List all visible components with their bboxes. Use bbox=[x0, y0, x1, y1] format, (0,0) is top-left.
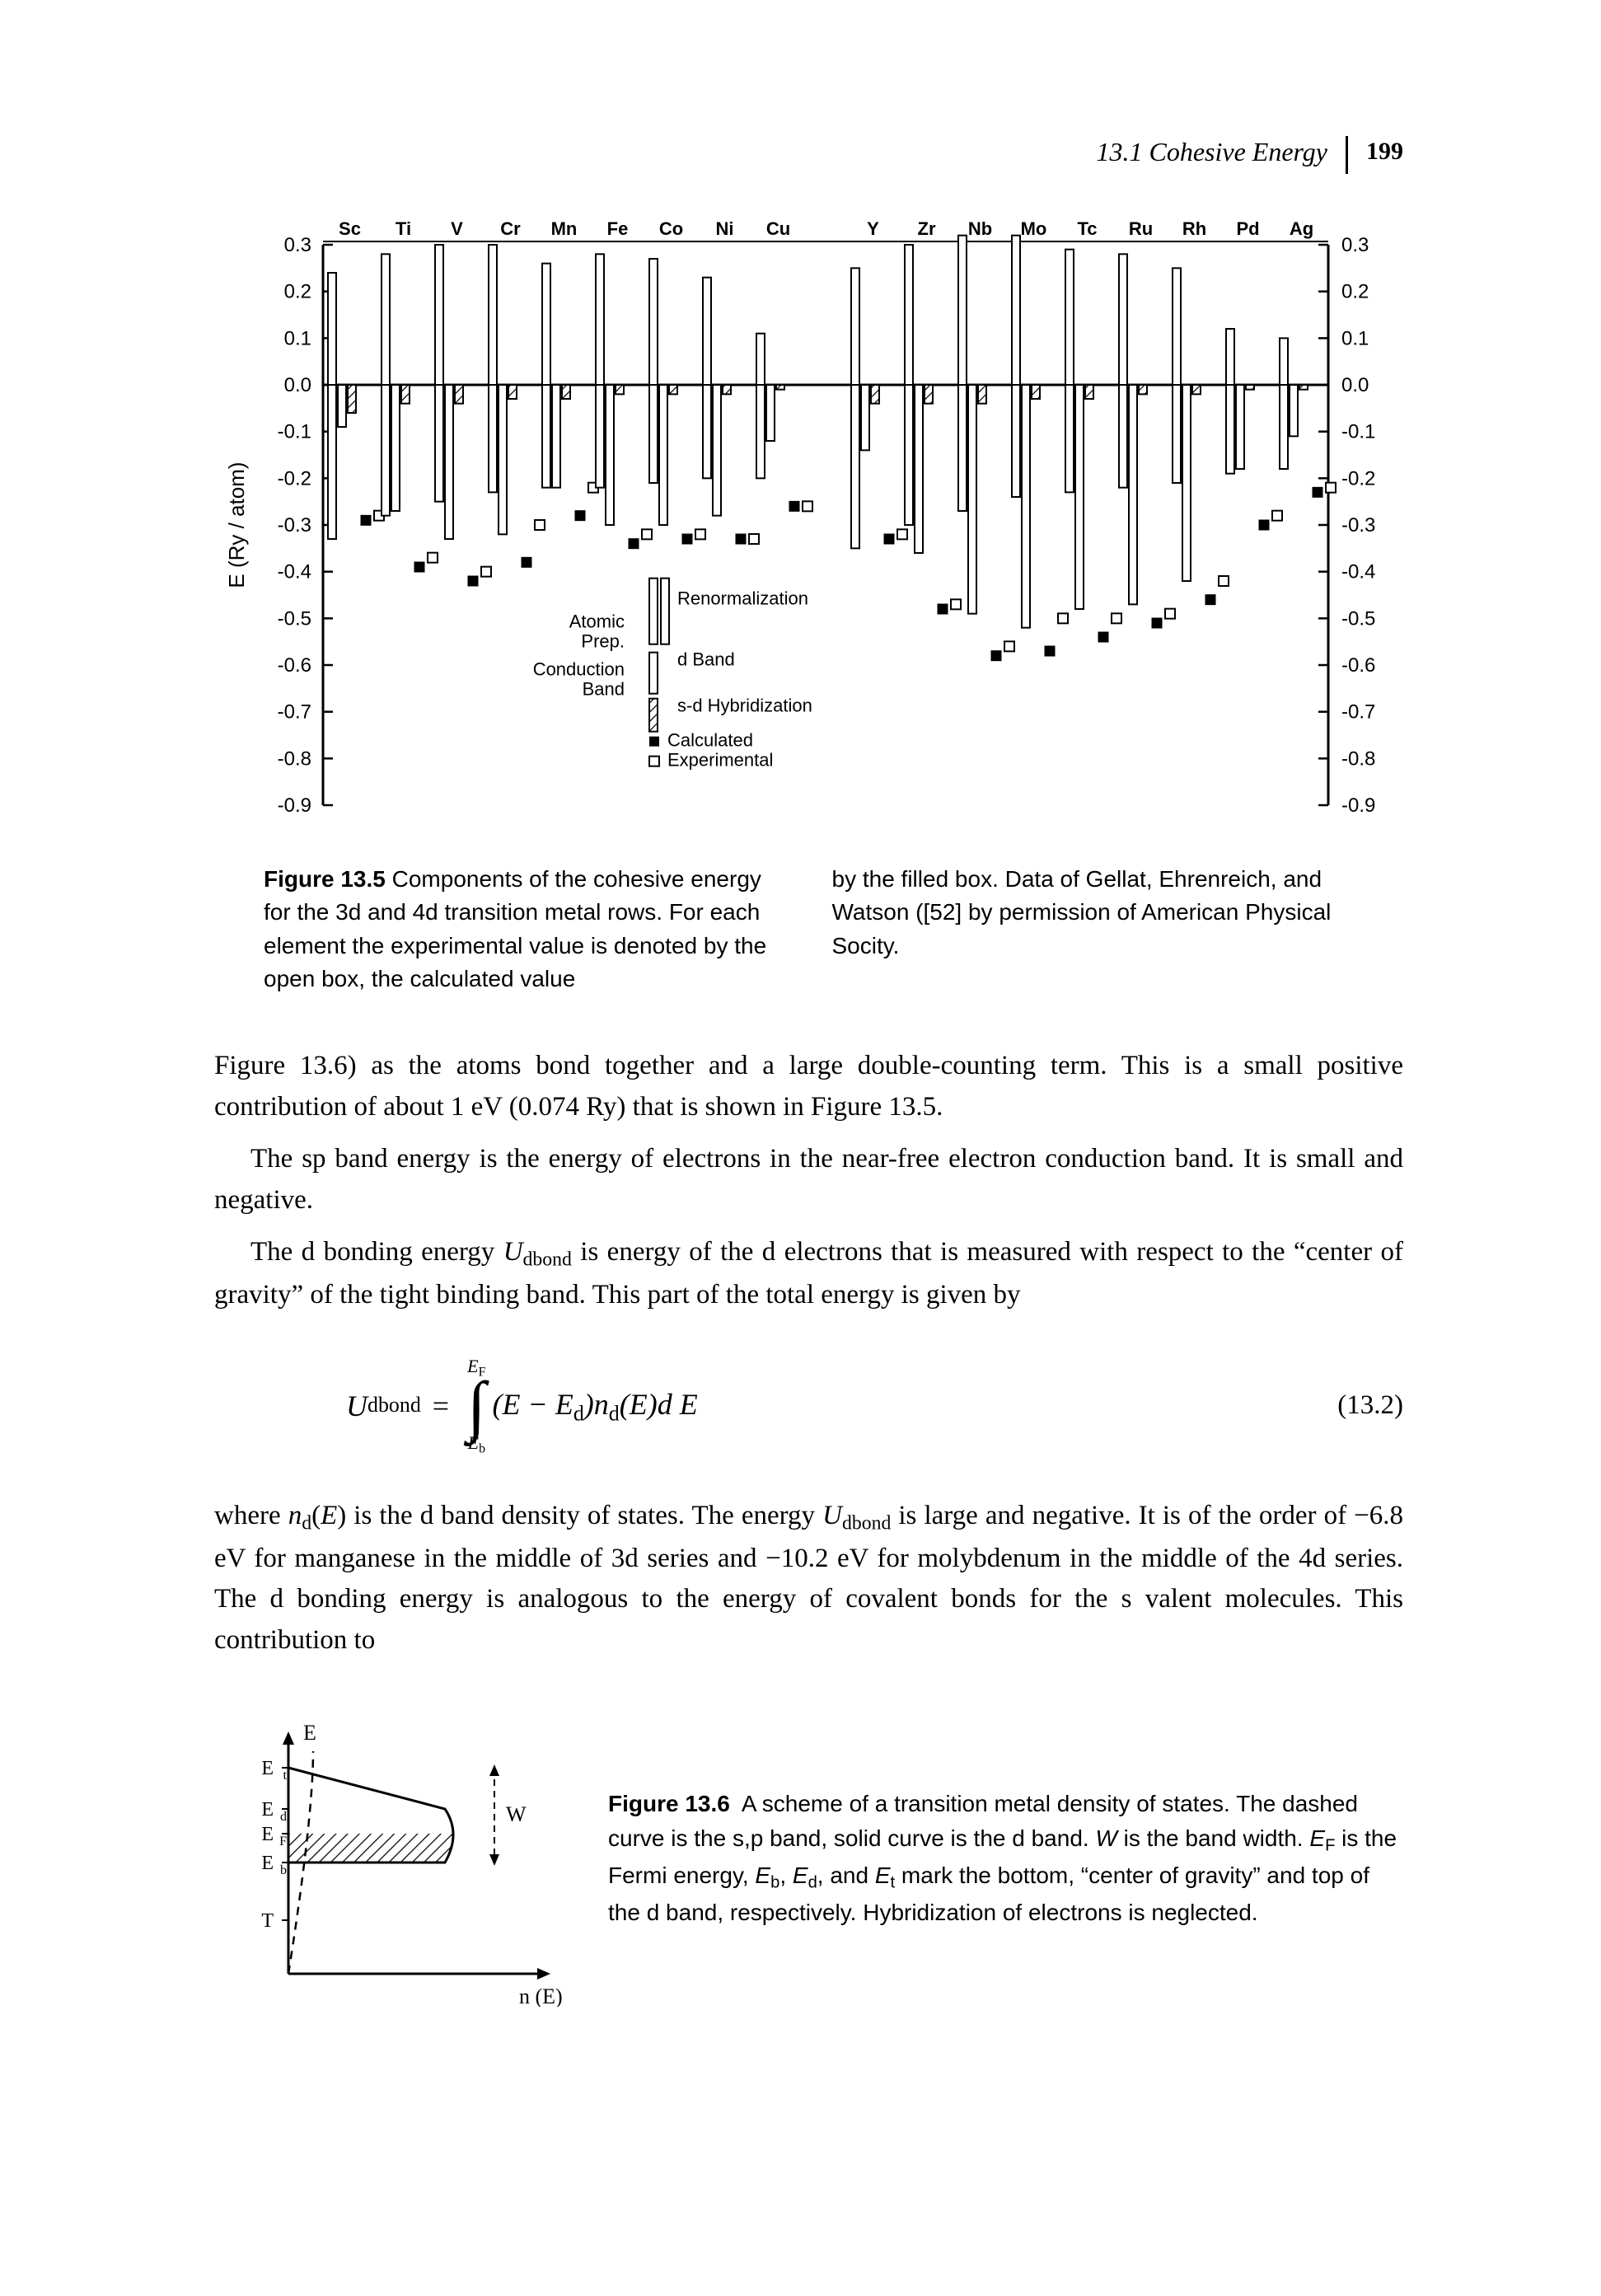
svg-text:-0.7: -0.7 bbox=[277, 701, 311, 723]
svg-text:Ti: Ti bbox=[395, 218, 410, 239]
svg-text:-0.9: -0.9 bbox=[1341, 794, 1375, 817]
svg-text:d: d bbox=[280, 1810, 287, 1824]
svg-text:Rh: Rh bbox=[1182, 218, 1205, 239]
fig5-caption-right: by the filled box. Data of Gellat, Ehren… bbox=[832, 863, 1355, 996]
svg-text:Mn: Mn bbox=[550, 218, 577, 239]
svg-text:-0.8: -0.8 bbox=[277, 747, 311, 770]
svg-text:Cu: Cu bbox=[765, 218, 789, 239]
svg-text:-0.1: -0.1 bbox=[277, 420, 311, 443]
figure-13-6-svg: En (E)EtEdEFEbTW bbox=[214, 1710, 569, 2007]
svg-text:W: W bbox=[506, 1802, 527, 1826]
svg-text:-0.5: -0.5 bbox=[1341, 607, 1375, 630]
svg-text:Pd: Pd bbox=[1236, 218, 1259, 239]
svg-text:-0.3: -0.3 bbox=[1341, 514, 1375, 537]
figure-13-6: En (E)EtEdEFEbTW Figure 13.6 A scheme of… bbox=[214, 1710, 1403, 2007]
paragraph-4: where nd(E) is the d band density of sta… bbox=[214, 1496, 1403, 1661]
eq-body: Udbond = EF ∫ Eb (E − Ed)nd(E)d E bbox=[346, 1352, 698, 1460]
eq-number: (13.2) bbox=[1337, 1385, 1403, 1427]
svg-text:-0.1: -0.1 bbox=[1341, 420, 1375, 443]
svg-text:Y: Y bbox=[867, 218, 879, 239]
p3a: The d bonding energy bbox=[250, 1237, 503, 1267]
svg-text:t: t bbox=[283, 1769, 288, 1783]
svg-text:Conduction: Conduction bbox=[532, 658, 624, 679]
svg-text:Ru: Ru bbox=[1128, 218, 1152, 239]
svg-text:0.1: 0.1 bbox=[283, 327, 311, 349]
p3-sym: U bbox=[503, 1237, 523, 1267]
svg-text:F: F bbox=[279, 1834, 287, 1849]
svg-text:Experimental: Experimental bbox=[667, 749, 773, 770]
svg-text:-0.6: -0.6 bbox=[1341, 654, 1375, 677]
svg-text:0.3: 0.3 bbox=[283, 234, 311, 256]
svg-text:Fe: Fe bbox=[606, 218, 628, 239]
svg-text:E: E bbox=[261, 1853, 274, 1874]
svg-text:Ag: Ag bbox=[1289, 218, 1313, 239]
svg-text:Calculated: Calculated bbox=[667, 729, 753, 750]
section-title: 13.1 Cohesive Energy bbox=[1096, 137, 1327, 166]
svg-text:Atomic: Atomic bbox=[569, 611, 624, 631]
svg-text:V: V bbox=[451, 218, 463, 239]
svg-text:Renormalization: Renormalization bbox=[677, 588, 808, 608]
paragraph-1: Figure 13.6) as the atoms bond together … bbox=[214, 1046, 1403, 1127]
svg-text:Cr: Cr bbox=[500, 218, 521, 239]
fig5-caption-left: Figure 13.5 Components of the cohesive e… bbox=[264, 863, 786, 996]
svg-text:Band: Band bbox=[582, 678, 624, 699]
svg-text:-0.9: -0.9 bbox=[277, 794, 311, 817]
svg-text:s-d Hybridization: s-d Hybridization bbox=[677, 695, 812, 715]
svg-text:-0.4: -0.4 bbox=[277, 560, 311, 583]
svg-text:Tc: Tc bbox=[1077, 218, 1097, 239]
svg-text:E: E bbox=[261, 1758, 274, 1779]
svg-text:E (Ry / atom): E (Ry / atom) bbox=[224, 462, 249, 588]
paragraph-2: The sp band energy is the energy of elec… bbox=[214, 1139, 1403, 1221]
p3-sub: dbond bbox=[523, 1249, 572, 1271]
running-head: 13.1 Cohesive Energy 199 bbox=[214, 132, 1403, 174]
paragraph-3: The d bonding energy Udbond is energy of… bbox=[214, 1232, 1403, 1316]
page: 13.1 Cohesive Energy 199 0.3 0.3 0.2 0.2 0.1… bbox=[0, 0, 1601, 2139]
svg-text:-0.4: -0.4 bbox=[1341, 560, 1375, 583]
figure-13-5-caption: Figure 13.5 Components of the cohesive e… bbox=[264, 863, 1354, 996]
svg-text:0.2: 0.2 bbox=[1341, 280, 1369, 302]
svg-text:Nb: Nb bbox=[967, 218, 991, 239]
svg-text:-0.5: -0.5 bbox=[277, 607, 311, 630]
figure-13-5-svg: 0.30.30.20.20.10.10.00.0-0.10.1-0.1-0.20… bbox=[216, 204, 1402, 830]
svg-text:n (E): n (E) bbox=[519, 1984, 563, 2007]
svg-text:0.0: 0.0 bbox=[1341, 374, 1369, 396]
svg-text:0.1: 0.1 bbox=[1341, 327, 1369, 349]
svg-text:Zr: Zr bbox=[917, 218, 935, 239]
svg-text:0.3: 0.3 bbox=[1341, 234, 1369, 256]
svg-text:Mo: Mo bbox=[1020, 218, 1046, 239]
svg-text:d Band: d Band bbox=[677, 649, 735, 669]
svg-text:-0.2: -0.2 bbox=[277, 467, 311, 490]
fig5-cap-right-text: by the filled box. Data of Gellat, Ehren… bbox=[832, 866, 1332, 958]
page-number: 199 bbox=[1366, 138, 1403, 165]
head-divider bbox=[1346, 136, 1348, 174]
svg-text:Prep.: Prep. bbox=[581, 630, 625, 651]
svg-text:Ni: Ni bbox=[715, 218, 733, 239]
svg-text:Sc: Sc bbox=[339, 218, 361, 239]
svg-text:0.2: 0.2 bbox=[283, 280, 311, 302]
svg-text:-0.2: -0.2 bbox=[1341, 467, 1375, 490]
svg-text:-0.3: -0.3 bbox=[277, 514, 311, 537]
figure-13-5: 0.30.30.20.20.10.10.00.0-0.10.1-0.1-0.20… bbox=[216, 204, 1402, 830]
svg-text:E: E bbox=[261, 1799, 274, 1820]
svg-text:-0.6: -0.6 bbox=[277, 654, 311, 677]
svg-text:-0.8: -0.8 bbox=[1341, 747, 1375, 770]
svg-text:Co: Co bbox=[658, 218, 682, 239]
svg-text:E: E bbox=[303, 1721, 316, 1745]
svg-text:-0.7: -0.7 bbox=[1341, 701, 1375, 723]
svg-text:b: b bbox=[280, 1863, 287, 1877]
figure-13-6-caption: Figure 13.6 A scheme of a transition met… bbox=[608, 1787, 1403, 1930]
svg-text:T: T bbox=[261, 1910, 274, 1932]
svg-text:0.0: 0.0 bbox=[283, 374, 311, 396]
equation-13-2: Udbond = EF ∫ Eb (E − Ed)nd(E)d E (13.2) bbox=[346, 1352, 1403, 1460]
svg-text:E: E bbox=[261, 1824, 274, 1845]
